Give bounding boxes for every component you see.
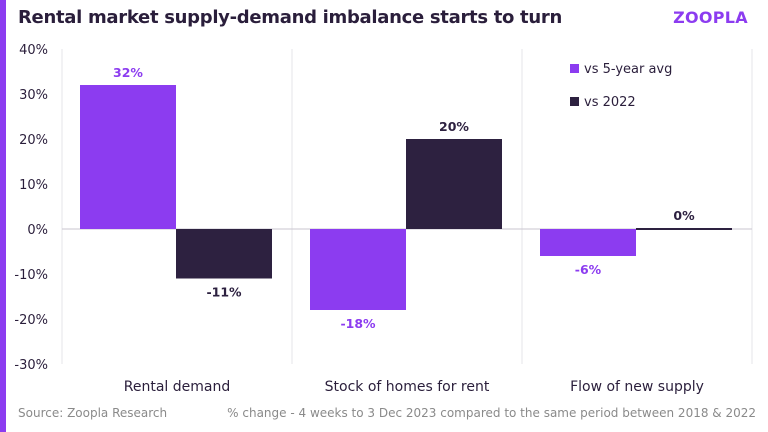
category-label: Flow of new supply <box>570 379 704 395</box>
chart-title: Rental market supply-demand imbalance st… <box>18 7 562 28</box>
legend-swatch <box>570 97 579 106</box>
y-tick-label: 30% <box>19 88 48 103</box>
y-tick-label: 10% <box>19 178 48 193</box>
zoopla-logo: ZOOPLA <box>673 8 748 27</box>
data-label: 20% <box>439 119 469 134</box>
y-tick-label: 40% <box>19 43 48 58</box>
data-label: -11% <box>206 285 242 300</box>
footnote: % change - 4 weeks to 3 Dec 2023 compare… <box>227 406 756 420</box>
bar <box>80 85 176 229</box>
bar <box>636 228 732 230</box>
bar <box>406 139 502 229</box>
bars <box>80 85 732 310</box>
y-tick-label: -10% <box>14 268 48 283</box>
y-tick-label: -30% <box>14 358 48 373</box>
data-label: -6% <box>575 262 602 277</box>
bar <box>176 229 272 279</box>
y-tick-label: 0% <box>27 223 48 238</box>
data-label: -18% <box>340 316 376 331</box>
legend-swatch <box>570 64 579 73</box>
data-label: 32% <box>113 65 143 80</box>
y-tick-label: -20% <box>14 313 48 328</box>
y-axis: 40% 30% 20% 10% 0% -10% -20% -30% <box>14 43 48 373</box>
bar <box>310 229 406 310</box>
category-separators <box>61 49 753 364</box>
bar <box>540 229 636 256</box>
legend-label: vs 5-year avg <box>584 62 672 77</box>
bar-chart: 40% 30% 20% 10% 0% -10% -20% -30% 32% -18% -6% -11… <box>14 43 753 395</box>
accent-bar <box>0 0 6 432</box>
data-label: 0% <box>673 208 695 223</box>
category-label: Stock of homes for rent <box>325 379 490 395</box>
category-label: Rental demand <box>124 379 230 395</box>
y-tick-label: 20% <box>19 133 48 148</box>
legend: vs 5-year avg vs 2022 <box>570 62 672 110</box>
legend-label: vs 2022 <box>584 95 636 110</box>
source-note: Source: Zoopla Research <box>18 406 168 420</box>
data-labels: 32% -18% -6% -11% 20% 0% <box>113 65 695 331</box>
x-axis-categories: Rental demand Stock of homes for rent Flow… <box>124 379 704 395</box>
